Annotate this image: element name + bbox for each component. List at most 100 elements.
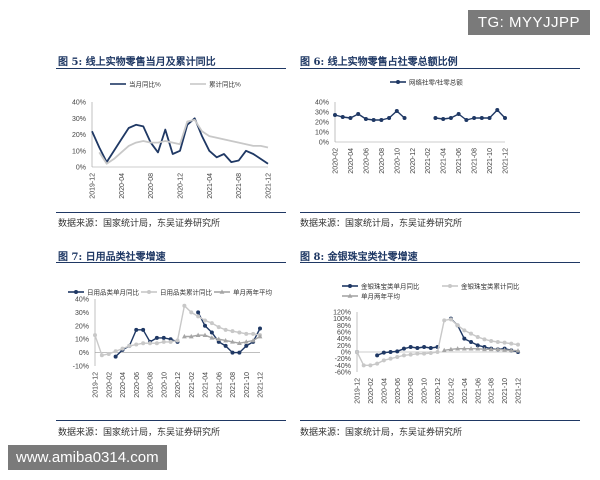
data-point [448,346,454,352]
source-rule [300,420,580,421]
legend-marker [147,290,151,294]
x-tick-label: 2021-12 [258,372,265,398]
data-point [182,303,187,308]
legend-label: 单月两年平均 [361,292,401,301]
data-point [455,323,460,328]
x-tick-label: 2021-04 [203,372,210,398]
data-point [487,116,492,120]
data-point [148,341,152,346]
y-tick-label: 20% [72,132,86,139]
data-point [355,350,359,354]
x-tick-label: 2021-10 [502,378,509,404]
data-point [495,346,501,352]
data-point [395,355,400,359]
chart-title: 图 7: 日用品类社零增速 [58,252,166,263]
x-tick-label: 2021-12 [266,173,273,199]
data-point [375,353,380,358]
chart-title: 图 5: 线上实物零售当月及累计同比 [58,57,216,68]
panel-fig8: 图 8: 金银珠宝类社零增速 -60% -40% -20% 0% 20% 40% 60% 80… [300,240,600,480]
data-point [508,347,514,353]
data-point [188,333,194,339]
series-line [197,312,261,354]
data-point [223,327,228,332]
data-point [134,342,139,347]
x-tick-label: 2020-08 [148,372,155,398]
y-tick-label: -40% [335,363,351,370]
data-point [482,337,487,342]
source-rule [56,420,286,421]
data-point [475,343,480,348]
data-point [468,346,474,351]
data-point [175,338,180,343]
y-tick-label: 40% [337,336,351,343]
data-point [495,108,500,112]
title-rule [300,262,580,263]
title-rule [300,68,580,69]
data-point [441,117,446,121]
source-rule [300,212,580,213]
data-point [368,363,373,368]
legend-label: 单月两年平均 [233,288,273,297]
x-tick-label: 2020-04 [119,173,126,199]
data-point [237,350,242,355]
data-point [209,335,215,340]
x-tick-label: 2020-10 [161,372,168,398]
data-point [381,350,386,355]
series-line [356,318,519,367]
data-point [141,341,146,346]
series-line [334,110,405,121]
data-point [203,323,207,328]
data-point [462,328,467,333]
data-point [223,337,229,343]
data-point [461,346,467,351]
x-tick-label: 2019-12 [355,378,362,404]
legend-label: 网络社零/社零总额 [409,78,463,87]
data-point [422,351,427,356]
series-line [94,304,261,357]
data-point [99,353,104,358]
series-line [98,119,269,165]
x-tick-label: 2020-08 [408,378,415,404]
legend-label: 日用品类累计同比 [160,288,213,297]
data-point [127,343,132,348]
data-point [422,345,427,349]
data-point [379,118,384,122]
x-tick-label: 2020-02 [106,372,113,398]
x-tick-label: 2021-02 [425,148,432,174]
panel-fig6: 图 6: 线上实物零售占社零总额比例 0% 10% 20% 30% 40% 2020-02… [300,0,600,240]
data-point [428,346,433,350]
data-point [387,116,392,120]
data-point [93,333,97,338]
data-point [244,343,249,348]
legend-marker [219,289,225,294]
chart-fig7: -10% 0% 10% 20% 30% 40% 2019-12 2020-02 2020-04 2… [68,288,273,398]
data-point [442,318,447,323]
x-tick-label: 2020-08 [379,148,386,174]
chart-source: 数据来源：国家统计局，东吴证券研究所 [58,428,221,438]
y-tick-label: 0% [319,140,329,147]
data-point [356,112,361,116]
data-point [230,350,235,355]
data-point [209,321,214,326]
chart-title: 图 8: 金银珠宝类社零增速 [300,252,418,263]
data-point [216,336,222,341]
legend-marker [348,284,352,288]
data-point [113,349,118,354]
y-tick-label: 30% [75,310,89,317]
data-point [181,333,187,339]
data-point [340,115,345,119]
series-line [91,117,269,165]
data-point [509,341,514,346]
data-point [333,113,337,117]
chart-source: 数据来源：国家统计局，东吴证券研究所 [300,219,463,229]
data-point [415,351,420,356]
data-point [475,346,481,351]
data-point [223,343,228,348]
data-point [472,116,477,120]
data-point [489,339,494,343]
data-point [388,350,393,354]
y-tick-label: -60% [335,370,351,377]
chart-fig6: 0% 10% 20% 30% 40% 2020-02 2020-04 2020-06 2020-… [315,78,510,174]
data-point [361,363,366,368]
source-rule [56,212,286,213]
